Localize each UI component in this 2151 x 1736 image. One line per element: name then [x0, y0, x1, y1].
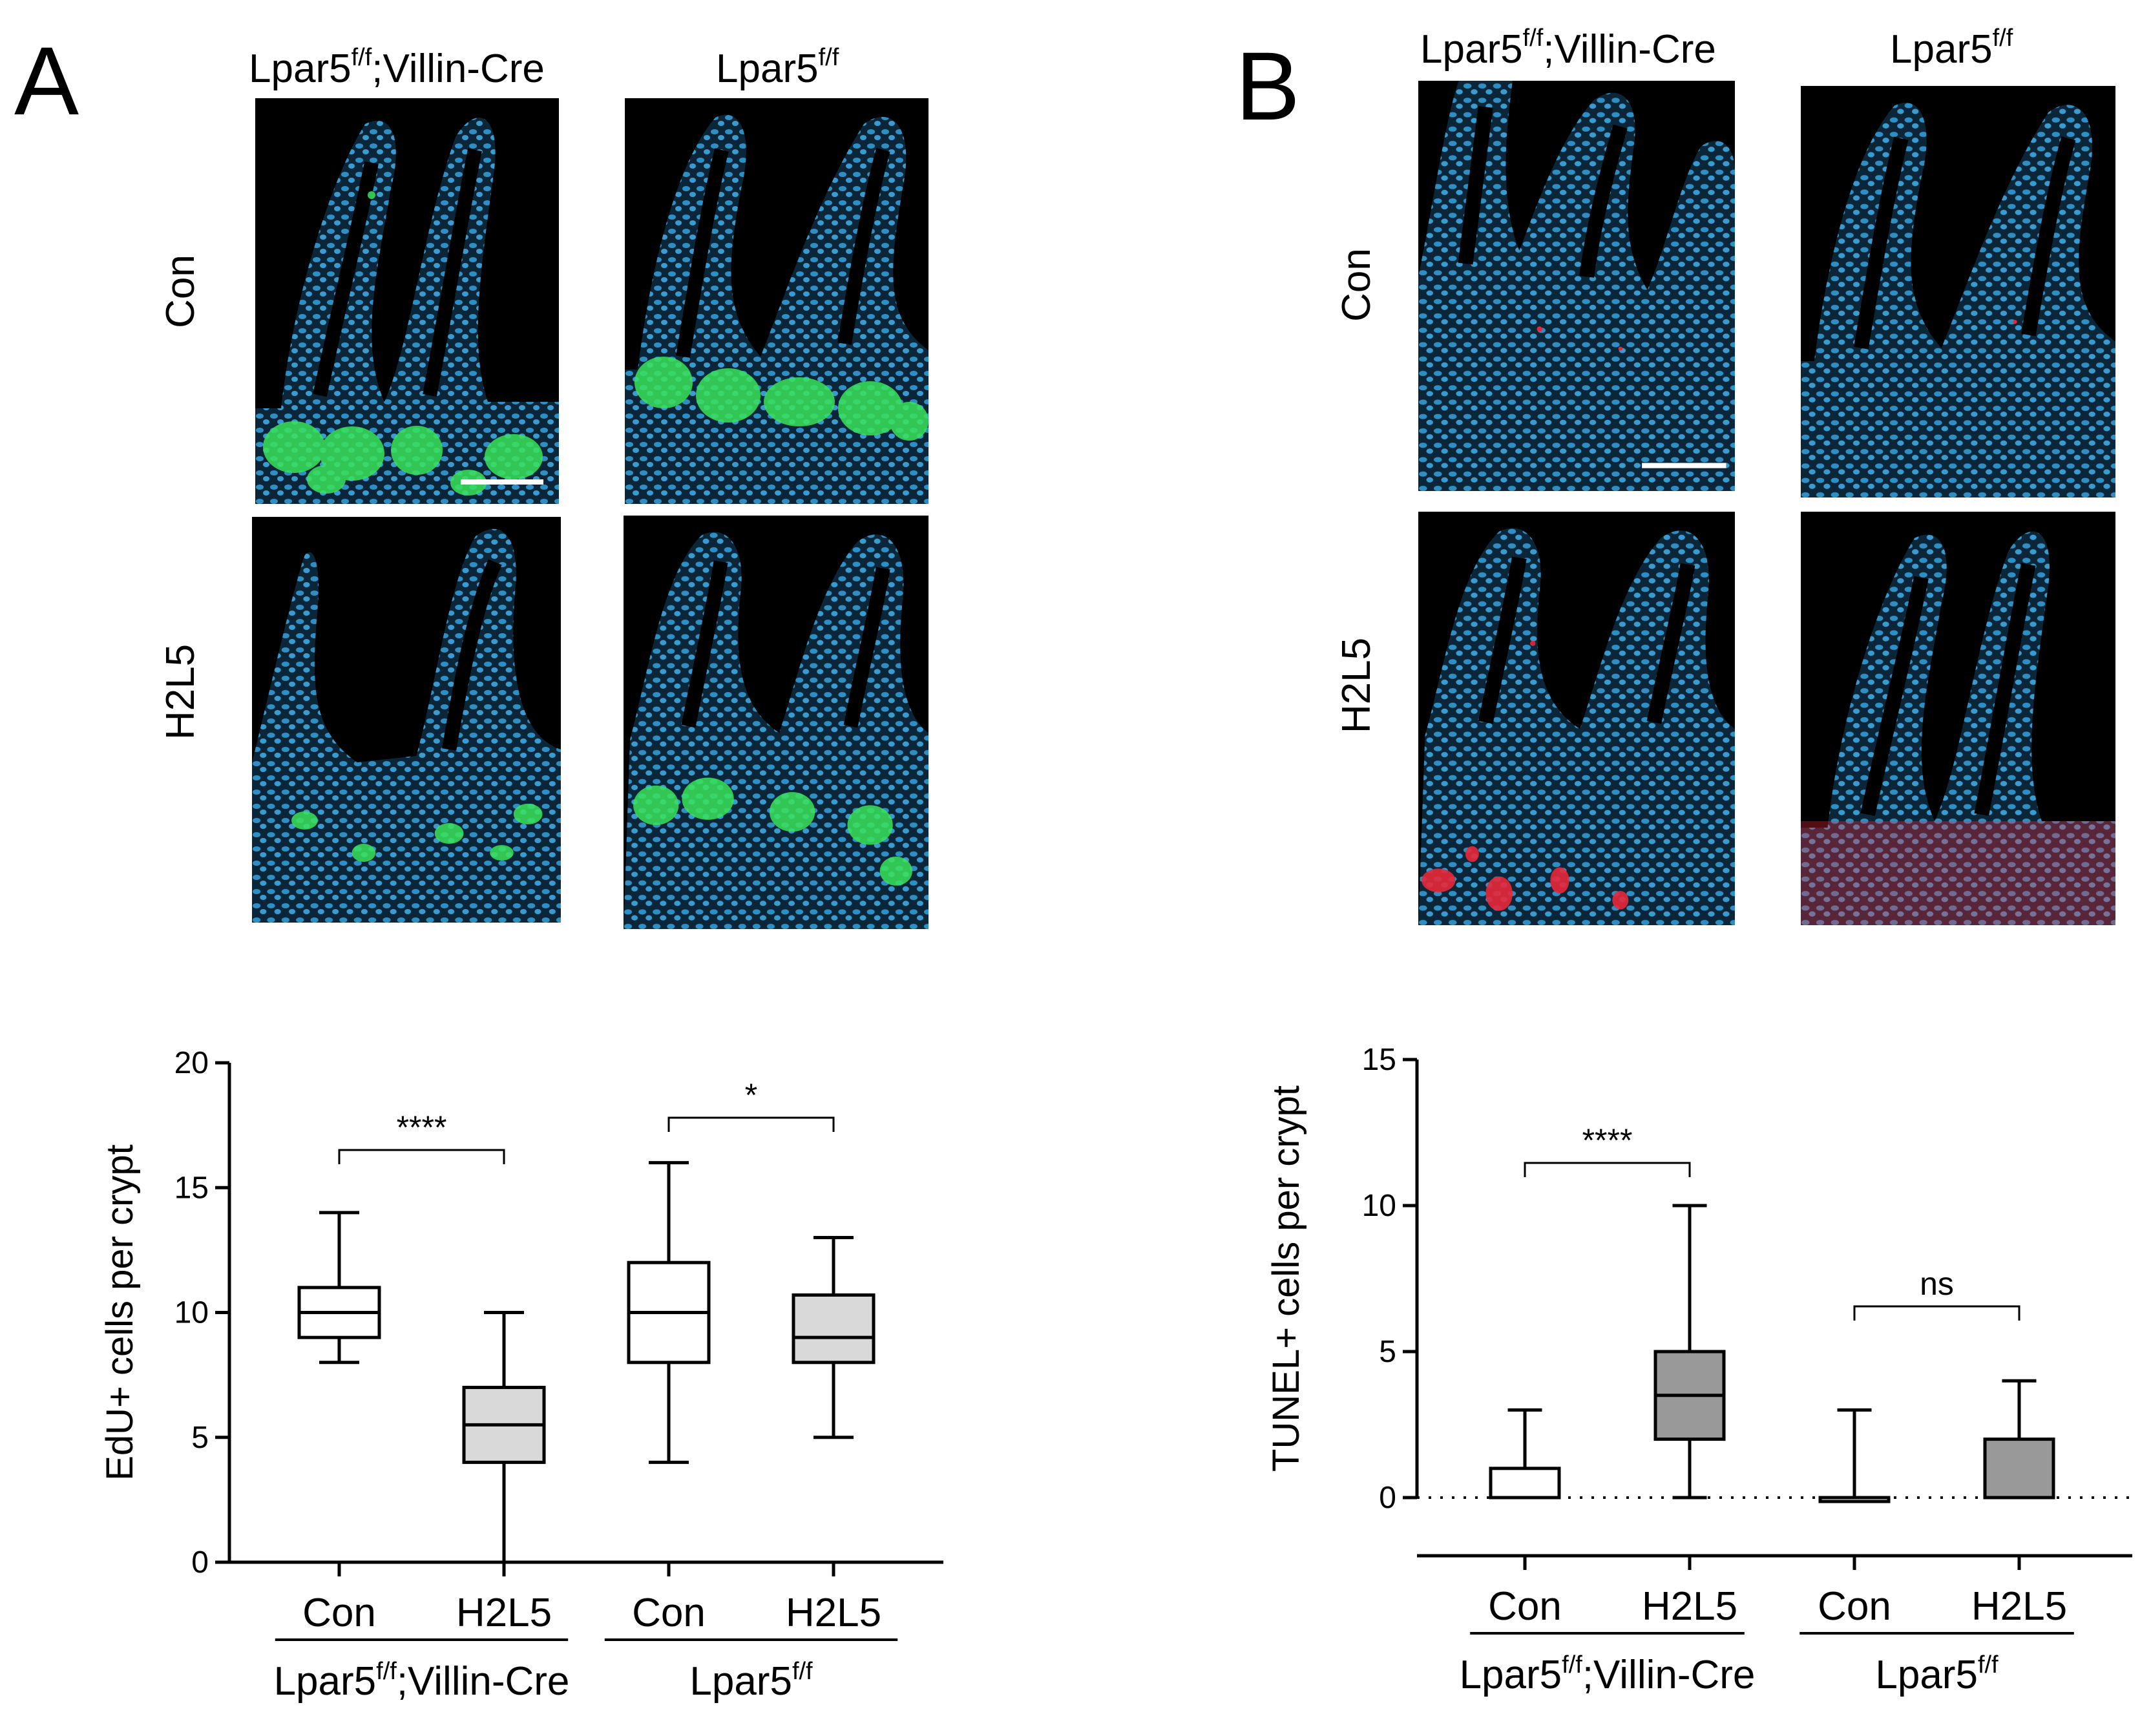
panel-a-row-label-h2l5: H2L5: [158, 643, 203, 740]
box-3: [1983, 1379, 2055, 1500]
box-1: [462, 1311, 546, 1564]
y-tick-label: 5: [1379, 1335, 1396, 1369]
panel-b-col-head-ff: Lpar5f/f: [1890, 26, 2013, 70]
group-label: Lpar5f/f: [689, 1658, 813, 1704]
panel-b-col-head-villin: Lpar5f/f;Villin-Cre: [1420, 26, 1716, 70]
category-label: Con: [1818, 1584, 1891, 1629]
edu-box-chart: 0 5 10 15 20 EdU+ cells per crypt Con H2L5 Con H2…: [99, 1046, 943, 1704]
col-head-sup: f/f: [1992, 25, 2013, 52]
panel-a-col-head-villin: Lpar5f/f;Villin-Cre: [249, 45, 545, 89]
micrograph-a-villin-con: [255, 98, 559, 504]
category-label: Con: [632, 1591, 706, 1635]
micrograph-a-ff-con: [625, 98, 929, 504]
col-head-rest: ;Villin-Cre: [372, 47, 545, 91]
box-3: [792, 1236, 876, 1439]
significance-bracket: [667, 1116, 835, 1132]
significance-bracket: [1853, 1305, 2020, 1321]
panel-a-letter: A: [14, 26, 79, 135]
category-label: H2L5: [1971, 1584, 2067, 1629]
col-head-sup: f/f: [351, 44, 372, 71]
category-label: Con: [302, 1591, 376, 1635]
col-head-sup: f/f: [1522, 25, 1544, 52]
y-tick-label: 5: [191, 1421, 209, 1455]
y-tick-label: 0: [1379, 1481, 1396, 1515]
box-iqr: [792, 1293, 876, 1365]
col-head-base: Lpar5: [249, 47, 352, 91]
tunel-box-chart: 0 5 10 15 TUNEL+ cells per crypt Con H2L5 Con H2…: [1265, 1043, 2132, 1697]
group-label-base: Lpar5: [274, 1659, 377, 1704]
y-tick-label: 15: [1362, 1043, 1396, 1077]
group-label-sup: f/f: [376, 1658, 397, 1685]
significance-label: ns: [1920, 1266, 1954, 1302]
panel-b-row-label-h2l5: H2L5: [1334, 637, 1379, 734]
group-label-rest: ;Villin-Cre: [1582, 1653, 1756, 1697]
group-label-base: Lpar5: [1875, 1653, 1978, 1697]
y-tick-label: 15: [174, 1171, 209, 1205]
group-label-rest: ;Villin-Cre: [397, 1659, 570, 1704]
box-iqr: [1489, 1467, 1561, 1500]
col-head-base: Lpar5: [1420, 27, 1523, 72]
box-0: [297, 1211, 381, 1365]
col-head-sup: f/f: [818, 44, 839, 71]
significance-label: *: [745, 1077, 757, 1113]
y-axis-title: TUNEL+ cells per crypt: [1265, 1085, 1307, 1472]
group-label: Lpar5f/f;Villin-Cre: [274, 1658, 570, 1704]
significance-bracket: [338, 1149, 505, 1164]
group-label-sup: f/f: [1978, 1651, 1999, 1678]
micrograph-b-villin-con: [1418, 81, 1735, 491]
y-tick-label: 0: [191, 1545, 209, 1580]
significance-label: ****: [1582, 1122, 1633, 1158]
significance-label: ****: [397, 1109, 447, 1145]
panel-b-letter: B: [1235, 32, 1301, 140]
box-iqr: [1983, 1438, 2055, 1500]
col-head-rest: ;Villin-Cre: [1543, 27, 1716, 72]
panel-a-col-head-ff: Lpar5f/f: [716, 45, 839, 89]
category-label: H2L5: [786, 1591, 881, 1635]
y-tick-label: 20: [174, 1046, 209, 1080]
group-label-base: Lpar5: [1460, 1653, 1562, 1697]
box-2: [1818, 1408, 1891, 1503]
category-label: H2L5: [1642, 1584, 1737, 1629]
group-label-base: Lpar5: [689, 1659, 792, 1704]
micrograph-b-ff-h2l5: [1801, 512, 2115, 925]
group-label-sup: f/f: [792, 1658, 813, 1685]
col-head-base: Lpar5: [716, 47, 819, 91]
box-0: [1489, 1408, 1561, 1500]
micrograph-b-ff-con: [1801, 86, 2115, 497]
panel-a-row-label-con: Con: [158, 255, 203, 328]
group-label-sup: f/f: [1562, 1651, 1582, 1678]
micrograph-b-villin-h2l5: [1418, 512, 1735, 925]
box-2: [627, 1161, 711, 1464]
group-label: Lpar5f/f;Villin-Cre: [1460, 1651, 1756, 1697]
micrograph-a-ff-h2l5: [624, 516, 929, 929]
box-1: [1653, 1204, 1726, 1500]
y-tick-label: 10: [174, 1296, 209, 1330]
y-axis-title: EdU+ cells per crypt: [99, 1144, 141, 1481]
y-tick-label: 10: [1362, 1189, 1396, 1223]
micrograph-a-villin-h2l5: [252, 517, 561, 923]
category-label: H2L5: [456, 1591, 552, 1635]
col-head-base: Lpar5: [1890, 27, 1993, 72]
group-label: Lpar5f/f: [1875, 1651, 1999, 1697]
category-label: Con: [1488, 1584, 1562, 1629]
significance-bracket: [1524, 1162, 1691, 1177]
panel-b-row-label-con: Con: [1334, 248, 1379, 322]
